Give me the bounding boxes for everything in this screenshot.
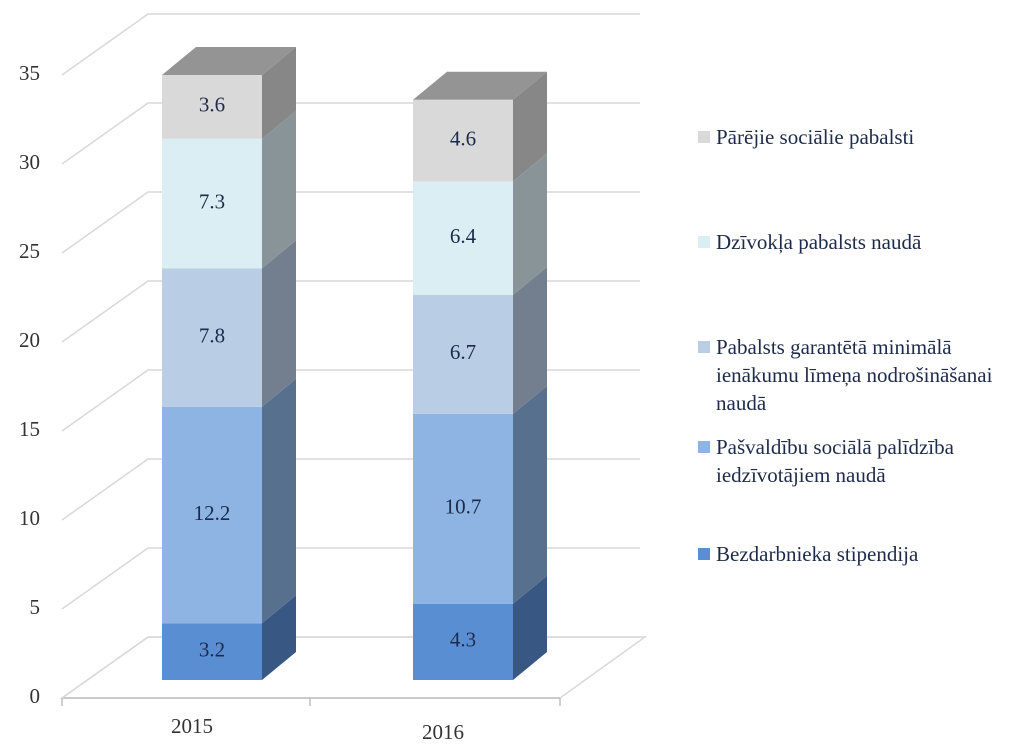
bar — [413, 603, 513, 680]
grid-line — [61, 547, 640, 610]
x-tick-label: 2016 — [422, 720, 464, 744]
legend-label: Pašvaldību sociālā palīdzība iedzīvotāji… — [716, 435, 954, 487]
y-tick-label: 10 — [19, 506, 40, 530]
data-label: 4.3 — [450, 628, 476, 652]
bar-top — [413, 71, 547, 100]
grid-line — [61, 369, 640, 432]
legend-item: Bezdarbnieka stipendija — [698, 540, 1018, 568]
legend-swatch — [698, 441, 710, 453]
legend-swatch — [698, 131, 710, 143]
bar — [413, 413, 513, 604]
y-tick-label: 30 — [19, 150, 40, 174]
data-label: 10.7 — [445, 495, 482, 519]
grid-line — [61, 280, 640, 343]
legend-swatch — [698, 341, 710, 353]
data-label: 3.2 — [199, 637, 225, 661]
bar — [413, 294, 513, 414]
grid-line — [61, 102, 640, 165]
grid-line — [61, 13, 640, 76]
bar-side — [262, 110, 296, 269]
bar — [413, 181, 513, 295]
legend-label: Pārējie sociālie pabalsti — [716, 125, 915, 149]
bar — [162, 268, 262, 407]
legend-label: Bezdarbnieka stipendija — [716, 542, 919, 566]
y-tick-label: 25 — [19, 239, 40, 263]
legend-label: Pabalsts garantētā minimālā ienākumu līm… — [716, 335, 993, 415]
bar-side — [513, 153, 547, 295]
bar-side — [513, 385, 547, 604]
grid-line — [61, 191, 640, 254]
y-tick-label: 15 — [19, 417, 40, 441]
legend-label: Dzīvokļa pabalsts naudā — [716, 230, 922, 254]
bar-side — [513, 575, 547, 680]
bar-top — [162, 46, 296, 75]
bar-side — [513, 71, 547, 182]
data-label: 6.4 — [450, 224, 477, 248]
bar — [162, 623, 262, 680]
y-tick-label: 5 — [30, 595, 41, 619]
bar-side — [262, 46, 296, 139]
bar-side — [262, 378, 296, 624]
y-tick-label: 0 — [30, 684, 41, 708]
bar-side — [513, 266, 547, 414]
data-label: 7.8 — [199, 323, 225, 347]
bar — [413, 99, 513, 182]
grid-line — [61, 458, 640, 521]
bar — [162, 138, 262, 269]
data-label: 4.6 — [450, 126, 476, 150]
data-label: 3.6 — [199, 93, 225, 117]
legend-swatch — [698, 548, 710, 560]
bar-side — [262, 595, 296, 680]
bar — [162, 406, 262, 624]
bar-side — [262, 240, 296, 407]
legend-item: Pašvaldību sociālā palīdzība iedzīvotāji… — [698, 433, 1018, 489]
legend-item: Pabalsts garantētā minimālā ienākumu līm… — [698, 333, 1018, 417]
grid-line — [61, 636, 640, 699]
legend-item: Dzīvokļa pabalsts naudā — [698, 228, 1018, 256]
y-tick-label: 35 — [19, 61, 40, 85]
data-label: 7.3 — [199, 189, 225, 213]
x-tick-label: 2015 — [171, 714, 213, 738]
floor — [59, 636, 648, 699]
legend-item: Pārējie sociālie pabalsti — [698, 123, 1018, 151]
y-tick-label: 20 — [19, 328, 40, 352]
bar — [162, 74, 262, 139]
legend-swatch — [698, 236, 710, 248]
data-label: 12.2 — [194, 501, 231, 525]
data-label: 6.7 — [450, 340, 476, 364]
